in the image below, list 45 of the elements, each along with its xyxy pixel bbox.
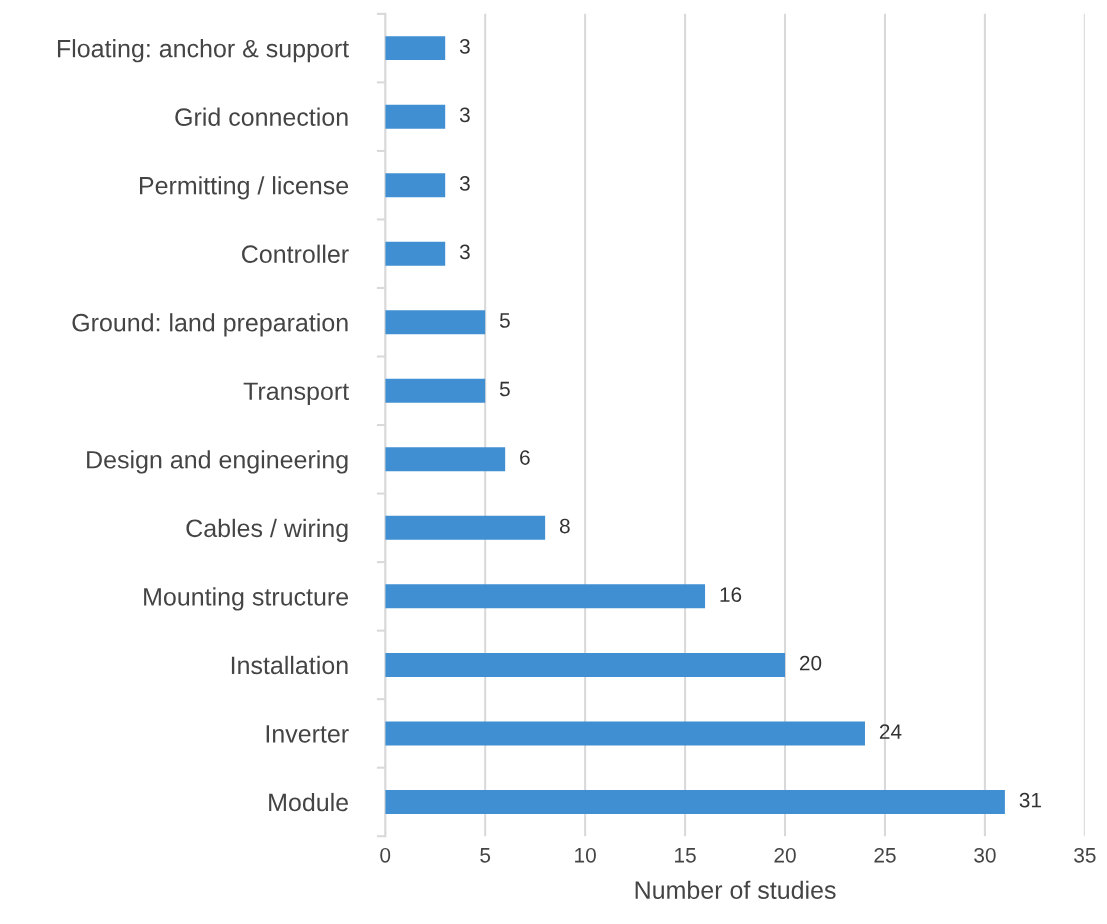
bar: [385, 378, 486, 403]
data-label: 3: [459, 107, 470, 123]
bar: [385, 104, 446, 129]
x-axis-title: Number of studies: [635, 880, 836, 899]
y-tick-label: Cables / wiring: [186, 518, 348, 543]
x-tick-label: 5: [480, 848, 491, 863]
data-label: 6: [520, 450, 530, 465]
data-label: 8: [559, 518, 570, 534]
y-tick-label: Controller: [242, 244, 349, 264]
x-tick-label: 35: [1074, 847, 1096, 863]
bar: [385, 447, 506, 472]
bar: [385, 652, 786, 677]
y-tick-label: Mounting structure: [144, 587, 349, 611]
y-tick-label: Floating: anchor & support: [57, 39, 349, 63]
bar: [385, 584, 706, 609]
bar: [385, 241, 446, 266]
x-tick-label: 0: [380, 847, 391, 863]
bar: [385, 515, 546, 540]
bar: [385, 36, 446, 61]
data-label: 5: [499, 381, 510, 397]
y-tick-label: Permitting / license: [139, 176, 349, 200]
x-tick-label: 25: [874, 847, 896, 863]
data-label: 24: [879, 724, 902, 739]
data-label: 5: [499, 313, 510, 328]
bar: [385, 173, 446, 198]
bar: [385, 721, 865, 746]
y-tick-label: Grid connection: [175, 107, 348, 126]
data-label: 3: [459, 244, 470, 260]
bar: [385, 310, 486, 335]
data-label: 3: [459, 176, 470, 191]
x-tick-label: 15: [675, 848, 696, 863]
y-tick-label: Inverter: [266, 725, 349, 743]
x-tick-label: 30: [974, 847, 996, 863]
data-label: 31: [1019, 792, 1041, 808]
data-label: 3: [459, 38, 470, 54]
data-label: 20: [799, 655, 822, 671]
y-tick-label: Module: [269, 792, 349, 812]
y-tick-label: Installation: [231, 655, 348, 675]
data-label: 16: [720, 587, 742, 602]
x-tick-label: 10: [575, 847, 596, 863]
y-tick-label: Design and engineering: [87, 450, 348, 474]
y-tick-label: Transport: [243, 382, 349, 406]
x-tick-label: 20: [774, 847, 796, 863]
bar: [385, 789, 1005, 814]
y-tick-label: Ground: land preparation: [72, 313, 348, 337]
